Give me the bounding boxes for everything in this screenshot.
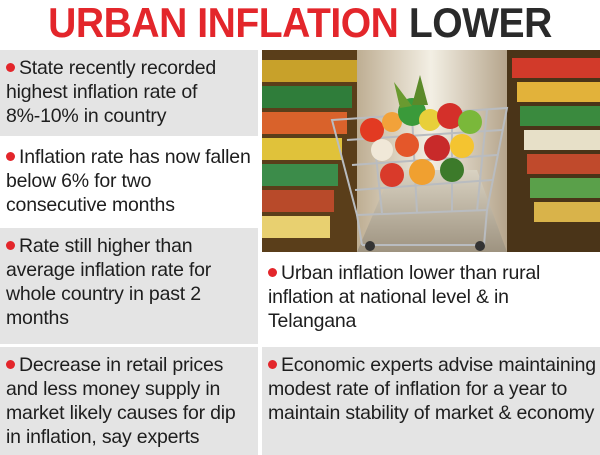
- headline-word-lower: LOWER: [408, 0, 553, 46]
- bullet-dot-icon: [268, 360, 277, 369]
- bullet-text: Rate still higher than average inflation…: [6, 235, 212, 329]
- shopping-cart-icon: [262, 50, 600, 252]
- bullet-dot-icon: [268, 268, 277, 277]
- headline-word-urban: URBAN: [48, 0, 187, 46]
- bullet-dot-icon: [6, 63, 15, 72]
- bullet-item-5: Urban inflation lower than rural inflati…: [262, 255, 600, 344]
- headline: URBAN INFLATION LOWER: [21, 0, 579, 46]
- bullet-item-3: Rate still higher than average inflation…: [0, 228, 258, 344]
- bullet-dot-icon: [6, 360, 15, 369]
- headline-word-inflation: INFLATION: [197, 0, 399, 46]
- bullet-item-1: State recently recorded highest inflatio…: [0, 50, 258, 136]
- bullet-item-4: Decrease in retail prices and less money…: [0, 347, 258, 455]
- bullet-item-6: Economic experts advise maintaining mode…: [262, 347, 600, 455]
- bullet-text: Urban inflation lower than rural inflati…: [268, 262, 541, 332]
- bullet-dot-icon: [6, 241, 15, 250]
- bullet-text: Inflation rate has now fallen below 6% f…: [6, 146, 251, 216]
- bullet-item-2: Inflation rate has now fallen below 6% f…: [0, 139, 258, 225]
- supermarket-photo: [262, 50, 600, 252]
- bullet-text: Decrease in retail prices and less money…: [6, 354, 236, 448]
- bullet-text: State recently recorded highest inflatio…: [6, 57, 217, 127]
- bullet-dot-icon: [6, 152, 15, 161]
- bullet-text: Economic experts advise maintaining mode…: [268, 354, 596, 424]
